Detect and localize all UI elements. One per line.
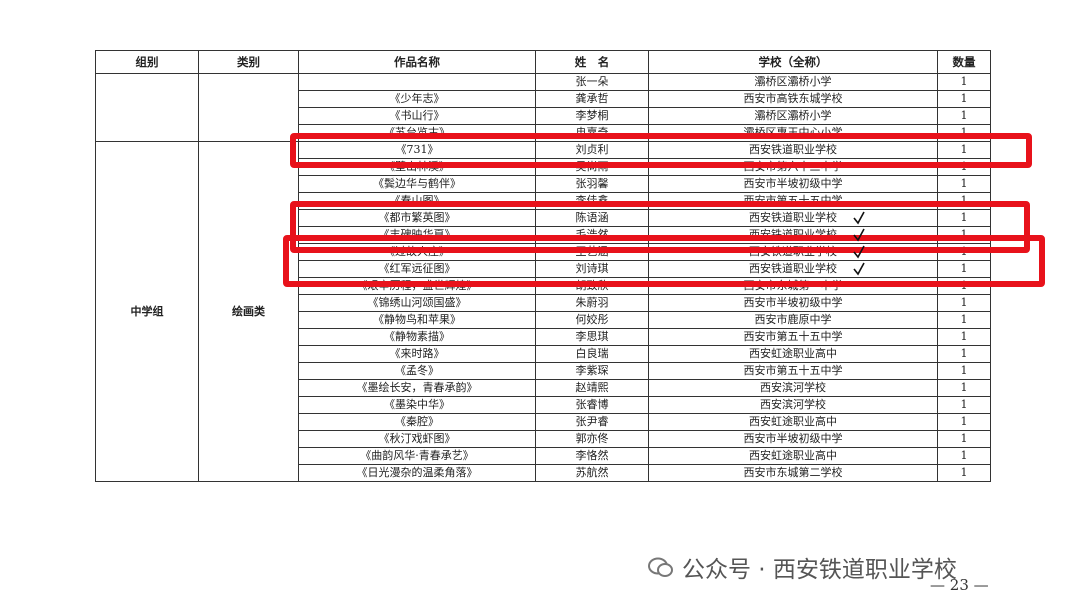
cell-school: 西安市半坡初级中学 [648,175,938,193]
cell-name: 郭亦佟 [535,430,649,448]
header-cell: 类别 [198,50,299,74]
wechat-icon [648,557,673,577]
cell-school: 西安市高铁东城学校 [648,90,938,108]
highlight-box [290,200,1030,253]
table-row: 《书山行》 李梦桐 灞桥区灞桥小学 1 [96,107,991,125]
cell-school: 西安虹途职业高中 [648,345,938,363]
cell-count: 1 [937,328,991,346]
cell-count: 1 [937,396,991,414]
cell-name: 李恪然 [535,447,649,465]
check-mark [853,228,865,241]
cell-name: 朱蔚羽 [535,294,649,312]
table-row: 《静物素描》 李思琪 西安市第五十五中学 1 [96,328,991,346]
cell-work: 《来时路》 [298,345,536,363]
cell-name: 张羽馨 [535,175,649,193]
cell-name: 张睿博 [535,396,649,414]
cell-work: 《墨绘长安，青春承韵》 [298,379,536,397]
group-cell [95,73,199,142]
page-number-text: 23 [949,576,969,594]
cell-work: 《秋汀戏虾图》 [298,430,536,448]
table-row: 《秦腔》 张尹睿 西安虹途职业高中 1 [96,413,991,431]
cell-name: 龚承哲 [535,90,649,108]
table-row: 中学组 绘画类 《731》 刘贞利 西安铁道职业学校 1 [95,141,991,482]
table-row: 《静物鸟和苹果》 何姣彤 西安市鹿原中学 1 [96,311,991,329]
table-row: 《都市繁英图》 陈语涵 西安铁道职业学校 1 [96,209,991,227]
cell-name: 白良瑞 [535,345,649,363]
cell-work: 《秦腔》 [298,413,536,431]
table-row: 《少年志》 龚承哲 西安市高铁东城学校 1 [96,90,991,108]
highlight-box [283,234,1045,287]
header-cell: 姓 名 [535,50,649,74]
page-number: — 23 — [930,576,989,594]
cell-name: 李思琪 [535,328,649,346]
cell-school: 西安滨河学校 [648,379,938,397]
header-cell: 组别 [95,50,199,74]
cell-count: 1 [937,413,991,431]
cell-school: 西安虹途职业高中 [648,413,938,431]
table-row: 《孟冬》 李紫琛 西安市第五十五中学 1 [96,362,991,380]
table-row: 《锦绣山河颂国盛》 朱蔚羽 西安市半坡初级中学 1 [96,294,991,312]
cell-work: 《静物素描》 [298,328,536,346]
cell-name: 张一朵 [535,73,649,91]
cell-school: 西安市东城第二学校 [648,464,938,482]
cell-school: 西安铁道职业学校 [648,209,938,227]
cell-name: 张尹睿 [535,413,649,431]
header-cell: 学校（全称） [648,50,938,74]
cell-school: 西安市第五十五中学 [648,328,938,346]
cell-school: 西安市鹿原中学 [648,311,938,329]
cell-work [298,73,536,91]
cell-count: 1 [937,175,991,193]
check-mark [853,262,865,275]
cell-work: 《书山行》 [298,107,536,125]
cell-school: 灞桥区灞桥小学 [648,107,938,125]
cell-work: 《静物鸟和苹果》 [298,311,536,329]
cell-work: 《曲韵风华·青春承艺》 [298,447,536,465]
cell-name: 李梦桐 [535,107,649,125]
cell-school: 西安滨河学校 [648,396,938,414]
cell-school: 西安市第五十五中学 [648,362,938,380]
cell-count: 1 [937,73,991,91]
cell-name: 赵靖熙 [535,379,649,397]
category-cell [198,73,299,142]
cell-count: 1 [937,447,991,465]
watermark-text: 公众号 · 西安铁道职业学校 [682,557,957,583]
cell-work: 《墨染中华》 [298,396,536,414]
cell-name: 李紫琛 [535,362,649,380]
cell-count: 1 [937,90,991,108]
cell-work: 《都市繁英图》 [298,209,536,227]
cell-school: 灞桥区灞桥小学 [648,73,938,91]
highlight-box [290,132,1032,168]
cell-count: 1 [937,107,991,125]
category-cell: 绘画类 [198,141,299,482]
table-row: 《日光漫杂的温柔角落》 苏航然 西安市东城第二学校 1 [96,464,991,482]
cell-count: 1 [937,311,991,329]
cell-count: 1 [937,464,991,482]
cell-school: 西安市半坡初级中学 [648,294,938,312]
header-cell: 作品名称 [298,50,536,74]
cell-school: 西安市半坡初级中学 [648,430,938,448]
cell-name: 何姣彤 [535,311,649,329]
table-row: 《秋汀戏虾图》 郭亦佟 西安市半坡初级中学 1 [96,430,991,448]
table-row: 《曲韵风华·青春承艺》 李恪然 西安虹途职业高中 1 [96,447,991,465]
header-cell: 数量 [937,50,991,74]
cell-count: 1 [937,294,991,312]
cell-work: 《孟冬》 [298,362,536,380]
cell-count: 1 [937,430,991,448]
header-row: 组别 类别 作品名称姓 名学校（全称） 数量 [95,50,991,74]
cell-school: 西安虹途职业高中 [648,447,938,465]
check-mark [853,245,865,258]
cell-work: 《鬓边华与鹤伴》 [298,175,536,193]
cell-work: 《日光漫杂的温柔角落》 [298,464,536,482]
cell-count: 1 [937,345,991,363]
cell-name: 苏航然 [535,464,649,482]
watermark: 公众号 · 西安铁道职业学校 [648,550,957,584]
check-mark [853,211,865,224]
cell-count: 1 [937,362,991,380]
cell-work: 《锦绣山河颂国盛》 [298,294,536,312]
cell-count: 1 [937,379,991,397]
cell-work: 《少年志》 [298,90,536,108]
group-cell: 中学组 [95,141,199,482]
table-row: 张一朵 灞桥区灞桥小学 1 [95,73,991,142]
